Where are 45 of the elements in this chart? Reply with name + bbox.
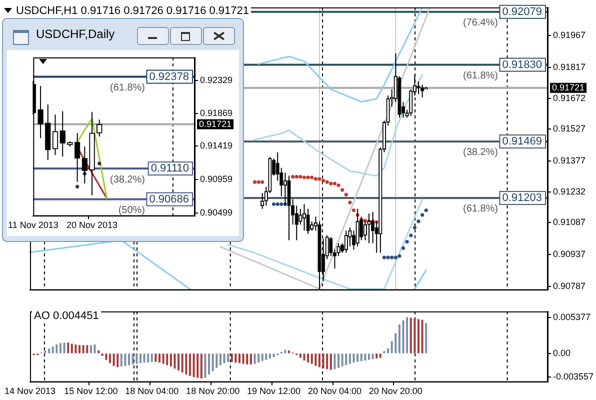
annotation: (76.4%)	[462, 18, 498, 29]
ref-line-label: 0.91110	[150, 162, 190, 175]
y-tick-label: 0.91817	[553, 62, 586, 72]
y-tick-label: 0.91967	[553, 30, 586, 40]
chart-title: USDCHF,Daily	[35, 27, 116, 41]
ref-line-label: 0.91830	[502, 58, 542, 71]
ref-line-label: 0.91721	[552, 82, 585, 92]
x-tick-label: 14 Nov 2013	[4, 386, 56, 396]
x-tick-label: 15 Nov 12:00	[64, 386, 118, 396]
chart-title: USDCHF,H1 0.91716 0.91726 0.91716 0.91721	[14, 5, 252, 18]
annotation: (38.2%)	[462, 147, 498, 158]
y-tick-label: 0.90787	[553, 280, 586, 291]
ref-line-label: 0.92378	[149, 70, 190, 83]
x-tick-label: 20 Nov 20:00	[368, 386, 422, 396]
x-tick-label: 20 Nov 2013	[66, 220, 118, 230]
y-tick-label: 0.91377	[553, 156, 586, 166]
y-tick-label: 0.92329	[200, 74, 233, 85]
x-tick-label: 18 Nov 20:00	[186, 386, 240, 396]
y-tick-label: -0.003557	[553, 372, 594, 382]
x-tick-label: 20 Nov 04:00	[308, 386, 362, 396]
annotation: (61.8%)	[462, 70, 498, 82]
annotation: (61.8%)	[110, 82, 145, 94]
y-tick-label: 0.91527	[553, 124, 586, 134]
y-tick-label: 0.00	[553, 348, 571, 358]
y-tick-label: 0.90937	[553, 248, 586, 259]
ref-line-label: 0.92079	[502, 6, 542, 18]
annotation: (61.8%)	[462, 204, 498, 215]
y-tick-label: 0.91087	[553, 217, 586, 228]
ref-line-label: 0.91721	[199, 118, 232, 129]
y-tick-label: 0.90959	[200, 174, 233, 184]
x-tick-label: 19 Nov 12:00	[246, 386, 301, 396]
y-tick-label: 0.91672	[553, 92, 586, 103]
ref-line-label: 0.91469	[502, 136, 542, 148]
x-tick-label: 18 Nov 04:00	[125, 386, 179, 396]
y-tick-label: 0.91869	[200, 108, 233, 118]
x-tick-label: 11 Nov 2013	[8, 220, 58, 230]
y-tick-label: 0.91419	[200, 140, 233, 151]
ref-line-label: 0.90686	[149, 193, 190, 206]
annotation: (50%)	[118, 205, 145, 216]
y-tick-label: 0.91232	[553, 186, 586, 196]
annotation: (38.2%)	[110, 174, 145, 186]
chart-title: AO 0.004451	[32, 310, 101, 323]
y-tick-label: 0.90499	[200, 207, 233, 218]
ref-line-label: 0.91203	[502, 192, 542, 204]
y-tick-label: 0.005377	[553, 312, 591, 322]
